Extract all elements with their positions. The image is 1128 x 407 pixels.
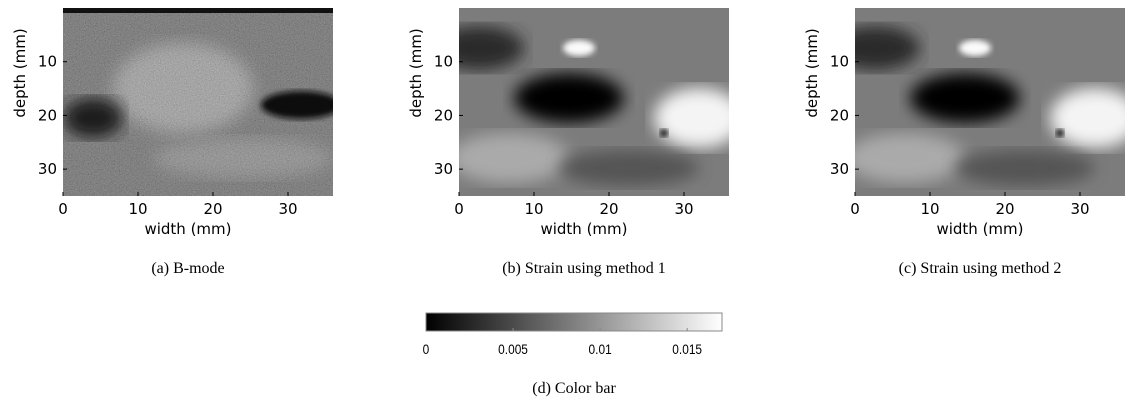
y-axis-label: depth (mm) [803,28,821,117]
panel: 0 10 20 30 10 20 30 width (mm) depth (mm) (a) B-m… [11,8,333,277]
panel: 0 10 20 30 10 20 30 width (mm) depth (mm) (b) Str… [407,8,729,277]
blob [910,73,1020,123]
y-tick-label: 30 [38,160,57,178]
x-tick-label: 10 [524,200,543,218]
x-tick-label: 30 [278,200,297,218]
blob [559,150,699,186]
blob [654,88,729,148]
x-tick-label: 20 [599,200,618,218]
x-axis-label: width (mm) [936,220,1023,238]
caption: (a) B-mode [151,260,224,277]
y-tick-label: 30 [434,160,453,178]
blob [459,133,569,183]
cyst [63,98,123,138]
y-tick-label: 20 [38,106,57,124]
y-tick-label: 20 [830,106,849,124]
blob [563,40,595,56]
x-axis-label: width (mm) [540,220,627,238]
panel: 0 10 20 30 10 20 30 width (mm) depth (mm) (c) Str… [803,8,1125,277]
blob [855,26,920,70]
y-tick-label: 10 [830,53,849,71]
blob [459,26,524,70]
caption: (b) Strain using method 1 [502,260,666,277]
colorbar-tick-label: 0.005 [498,341,528,357]
x-tick-label: 10 [920,200,939,218]
y-tick-label: 20 [434,106,453,124]
caption: (d) Color bar [532,380,616,397]
y-axis-label: depth (mm) [11,28,29,117]
x-tick-label: 20 [995,200,1014,218]
x-tick-label: 10 [128,200,147,218]
x-tick-label: 0 [58,200,68,218]
colorbar: 0 0.005 0.01 0.015 (d) Color bar [423,312,723,397]
y-tick-label: 10 [434,53,453,71]
x-tick-label: 30 [674,200,693,218]
y-axis-label: depth (mm) [407,28,425,117]
x-tick-label: 20 [203,200,222,218]
caption: (c) Strain using method 2 [899,260,1062,277]
colorbar-tick-label: 0 [423,341,430,357]
y-tick-label: 10 [38,53,57,71]
image [855,8,1125,196]
blob [514,73,624,123]
x-tick-label: 0 [454,200,464,218]
colorbar-tick-label: 0.01 [589,341,612,357]
image [63,8,333,196]
blob [959,40,991,56]
blob [855,133,965,183]
blob [1056,129,1064,137]
cyst [261,91,333,119]
x-tick-label: 0 [850,200,860,218]
image [459,8,729,196]
x-tick-label: 30 [1070,200,1089,218]
y-tick-label: 30 [830,160,849,178]
colorbar-tick-label: 0.015 [672,341,702,357]
colorbar-gradient [425,312,723,332]
x-axis-label: width (mm) [144,220,231,238]
blob [1050,88,1125,148]
blob [955,150,1095,186]
top-band [63,8,333,13]
blob [660,129,668,137]
